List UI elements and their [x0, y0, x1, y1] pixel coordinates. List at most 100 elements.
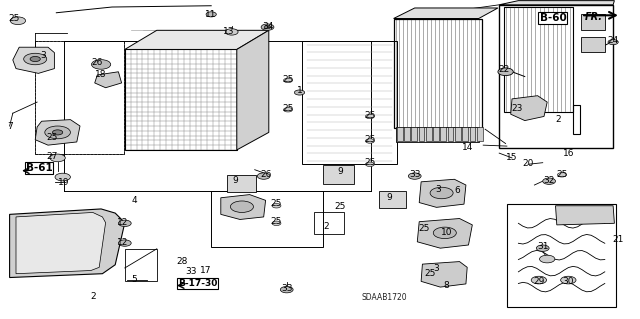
- Bar: [419, 127, 424, 141]
- Text: 3: 3: [436, 185, 441, 194]
- Text: 3: 3: [434, 264, 439, 273]
- Circle shape: [50, 154, 65, 162]
- Text: 25: 25: [418, 224, 429, 233]
- Text: 1: 1: [297, 86, 302, 95]
- Text: 5: 5: [132, 275, 137, 284]
- Bar: [455, 127, 461, 141]
- Circle shape: [118, 220, 131, 226]
- Circle shape: [261, 24, 274, 30]
- Text: 12: 12: [117, 238, 129, 247]
- Circle shape: [540, 255, 555, 263]
- Polygon shape: [16, 212, 106, 274]
- Text: 25: 25: [364, 135, 376, 144]
- Bar: [426, 127, 431, 141]
- Bar: [507, 204, 616, 307]
- Text: 18: 18: [95, 70, 107, 78]
- Text: 12: 12: [117, 218, 129, 227]
- Bar: [404, 127, 410, 141]
- Circle shape: [561, 276, 576, 284]
- Circle shape: [257, 173, 270, 179]
- Bar: [440, 127, 446, 141]
- Bar: [323, 165, 354, 184]
- Circle shape: [294, 90, 305, 95]
- Text: 28: 28: [177, 257, 188, 266]
- Text: 32: 32: [543, 176, 555, 185]
- Circle shape: [92, 60, 111, 69]
- Bar: [227, 175, 256, 192]
- Text: 24: 24: [607, 36, 619, 45]
- Polygon shape: [511, 96, 547, 121]
- Text: 25: 25: [424, 269, 436, 278]
- Text: 3: 3: [41, 51, 46, 60]
- Text: 25: 25: [47, 133, 58, 142]
- Text: 25: 25: [364, 158, 376, 167]
- Circle shape: [45, 126, 70, 139]
- Text: 25: 25: [556, 170, 568, 179]
- Bar: [379, 191, 406, 208]
- Circle shape: [55, 173, 70, 181]
- Polygon shape: [417, 219, 472, 248]
- Text: 11: 11: [205, 10, 217, 19]
- Circle shape: [557, 173, 566, 177]
- Circle shape: [365, 114, 374, 119]
- Bar: [396, 127, 479, 142]
- Bar: [448, 127, 454, 141]
- Text: 25: 25: [271, 199, 282, 208]
- Circle shape: [272, 221, 281, 226]
- Circle shape: [543, 178, 556, 184]
- Text: 14: 14: [461, 143, 473, 152]
- Bar: [125, 49, 237, 150]
- Text: 34: 34: [262, 22, 273, 31]
- Text: 9: 9: [338, 167, 343, 176]
- Text: 20: 20: [522, 159, 534, 168]
- Polygon shape: [421, 262, 467, 287]
- Polygon shape: [10, 209, 125, 278]
- Text: 29: 29: [533, 277, 545, 286]
- Text: 33: 33: [281, 284, 292, 293]
- Circle shape: [52, 130, 63, 135]
- Text: 25: 25: [364, 111, 376, 120]
- Polygon shape: [221, 195, 266, 219]
- Circle shape: [365, 162, 374, 167]
- Text: B-17-30: B-17-30: [178, 279, 218, 288]
- Text: 33: 33: [409, 170, 420, 179]
- Circle shape: [284, 108, 292, 112]
- Polygon shape: [499, 1, 614, 5]
- Circle shape: [24, 53, 47, 65]
- Bar: [581, 14, 605, 30]
- Circle shape: [264, 26, 271, 29]
- Text: FR.: FR.: [584, 12, 602, 22]
- Bar: [470, 127, 476, 141]
- Text: 30: 30: [563, 277, 574, 286]
- Bar: [125, 249, 157, 281]
- Polygon shape: [125, 30, 269, 49]
- Text: 27: 27: [47, 152, 58, 161]
- Circle shape: [272, 204, 281, 208]
- Text: 25: 25: [271, 217, 282, 226]
- Text: 26: 26: [260, 170, 271, 179]
- Text: 13: 13: [223, 27, 235, 36]
- Bar: [211, 191, 323, 247]
- Text: 2: 2: [90, 292, 95, 301]
- Bar: [477, 127, 483, 141]
- Circle shape: [365, 139, 374, 143]
- Text: 21: 21: [612, 235, 623, 244]
- Circle shape: [536, 245, 549, 251]
- Text: 23: 23: [511, 104, 523, 113]
- Circle shape: [118, 240, 131, 246]
- Text: 9: 9: [233, 176, 238, 185]
- Bar: [462, 127, 468, 141]
- Bar: [499, 5, 613, 148]
- Polygon shape: [237, 30, 269, 150]
- Circle shape: [531, 276, 547, 284]
- Text: 22: 22: [499, 65, 510, 74]
- Text: 25: 25: [8, 14, 20, 23]
- Text: 19: 19: [58, 178, 70, 187]
- Polygon shape: [35, 120, 80, 145]
- Circle shape: [230, 201, 253, 212]
- Bar: [573, 105, 580, 134]
- Text: 25: 25: [335, 202, 346, 211]
- Bar: [302, 41, 397, 164]
- Text: 8: 8: [444, 281, 449, 290]
- Bar: [412, 127, 417, 141]
